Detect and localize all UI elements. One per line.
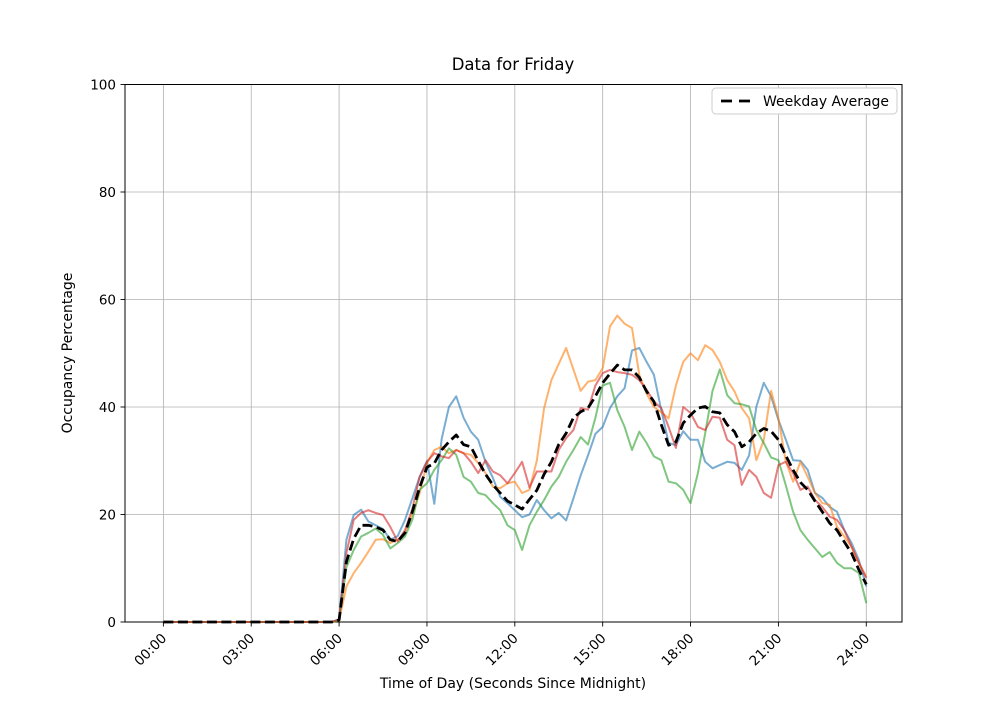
series-layer xyxy=(163,314,868,624)
y-tick-label-80: 80 xyxy=(99,185,116,201)
y-tick-label-0: 0 xyxy=(107,615,116,631)
series-line-weekday-average xyxy=(163,363,868,624)
y-tick-label-40: 40 xyxy=(99,400,116,416)
y-tick-label-20: 20 xyxy=(99,508,116,524)
x-tick-label-03:00: 03:00 xyxy=(219,631,258,670)
legend-label: Weekday Average xyxy=(763,94,889,110)
y-axis-label: Occupancy Percentage xyxy=(60,273,76,434)
y-tick-label-100: 100 xyxy=(90,78,116,94)
y-tick-label-60: 60 xyxy=(99,293,116,309)
x-tick-label-24:00: 24:00 xyxy=(834,631,873,670)
x-tick-label-06:00: 06:00 xyxy=(307,631,346,670)
x-tick-label-09:00: 09:00 xyxy=(395,631,434,670)
legend-box xyxy=(711,87,898,115)
grid-layer xyxy=(125,84,902,623)
plot-frame xyxy=(124,84,903,623)
ticks-layer: 00:00 03:00 06:00 09:00 12:00 15:00 18:00 21:00… xyxy=(90,78,873,670)
x-axis-label: Time of Day (Seconds Since Midnight) xyxy=(379,676,646,692)
x-tick-label-21:00: 21:00 xyxy=(746,631,785,670)
x-tick-label-00:00: 00:00 xyxy=(131,631,170,670)
legend: Weekday Average xyxy=(711,87,898,115)
x-tick-label-18:00: 18:00 xyxy=(659,631,698,670)
chart-title: Data for Friday xyxy=(452,55,575,74)
x-tick-label-15:00: 15:00 xyxy=(571,631,610,670)
x-tick-label-12:00: 12:00 xyxy=(483,631,522,670)
